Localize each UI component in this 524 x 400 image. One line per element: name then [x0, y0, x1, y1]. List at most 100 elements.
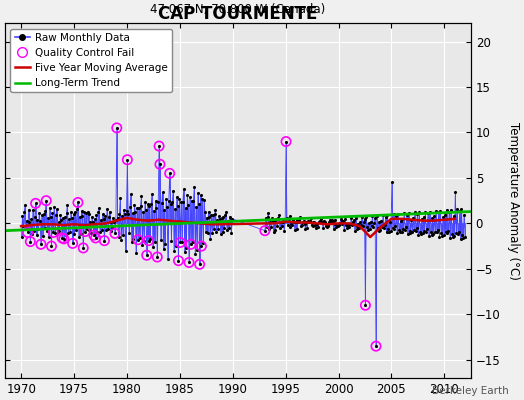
Point — [105, 214, 113, 220]
Point — [414, 232, 422, 238]
Point — [343, 225, 351, 231]
Point — [193, 246, 201, 253]
Point — [386, 218, 394, 225]
Point — [137, 193, 146, 199]
Point — [121, 211, 129, 218]
Point — [347, 215, 355, 221]
Point — [36, 218, 44, 224]
Point — [163, 204, 171, 210]
Point — [189, 198, 198, 204]
Point — [423, 226, 431, 232]
Point — [135, 205, 143, 211]
Point — [88, 214, 96, 220]
Point — [429, 231, 438, 238]
Point — [339, 218, 347, 224]
Point — [49, 229, 58, 236]
Point — [290, 219, 298, 226]
Point — [452, 230, 461, 236]
Point — [190, 184, 199, 190]
Point — [450, 233, 458, 239]
Point — [187, 241, 195, 248]
Point — [79, 245, 88, 251]
Point — [150, 208, 158, 214]
Point — [107, 219, 116, 226]
Point — [376, 226, 385, 233]
Point — [403, 231, 412, 238]
Point — [353, 226, 362, 232]
Point — [433, 226, 442, 233]
Point — [261, 228, 269, 234]
Point — [441, 212, 449, 218]
Point — [311, 222, 319, 228]
Point — [100, 238, 108, 244]
Point — [323, 222, 332, 228]
Point — [176, 239, 184, 246]
Point — [119, 206, 128, 213]
Point — [310, 218, 319, 225]
Point — [383, 212, 391, 218]
Point — [388, 225, 397, 231]
Point — [431, 228, 439, 235]
Point — [114, 234, 123, 240]
Point — [353, 223, 361, 229]
Point — [432, 208, 440, 214]
Point — [213, 216, 222, 223]
Point — [278, 216, 287, 222]
Point — [211, 211, 219, 218]
Point — [90, 232, 98, 238]
Point — [322, 224, 331, 230]
Point — [320, 218, 328, 224]
Point — [43, 228, 51, 234]
Point — [151, 198, 160, 204]
Point — [127, 191, 135, 198]
Point — [460, 212, 468, 218]
Point — [380, 225, 388, 231]
Point — [211, 206, 220, 213]
Point — [131, 208, 139, 215]
Point — [328, 216, 336, 223]
Point — [355, 225, 364, 231]
Point — [124, 211, 133, 218]
Point — [161, 241, 169, 248]
Point — [52, 206, 61, 212]
Point — [67, 209, 75, 216]
Point — [379, 212, 387, 218]
Point — [400, 210, 408, 216]
Point — [441, 229, 450, 236]
Point — [128, 210, 137, 216]
Point — [140, 238, 148, 244]
Point — [438, 233, 446, 239]
Point — [185, 259, 193, 266]
Point — [69, 240, 77, 246]
Point — [31, 200, 40, 206]
Point — [166, 170, 174, 176]
Point — [126, 204, 134, 210]
Point — [192, 204, 200, 210]
Point — [147, 201, 155, 208]
Point — [422, 228, 430, 235]
Point — [345, 221, 354, 228]
Point — [91, 235, 100, 241]
Point — [202, 229, 210, 236]
Point — [447, 231, 456, 238]
Point — [141, 206, 150, 213]
Point — [130, 202, 139, 208]
Point — [177, 199, 185, 206]
Point — [171, 206, 179, 212]
Point — [81, 228, 89, 235]
Point — [449, 234, 457, 240]
Point — [162, 196, 170, 202]
Point — [47, 214, 55, 220]
Point — [397, 228, 406, 235]
Point — [344, 224, 353, 230]
Point — [99, 211, 107, 218]
Legend: Raw Monthly Data, Quality Control Fail, Five Year Moving Average, Long-Term Tren: Raw Monthly Data, Quality Control Fail, … — [10, 28, 172, 92]
Point — [303, 225, 311, 231]
Point — [406, 228, 414, 234]
Point — [112, 216, 120, 223]
Point — [374, 225, 382, 231]
Point — [92, 212, 101, 218]
Point — [57, 216, 66, 223]
Point — [301, 226, 310, 232]
Point — [340, 226, 348, 233]
